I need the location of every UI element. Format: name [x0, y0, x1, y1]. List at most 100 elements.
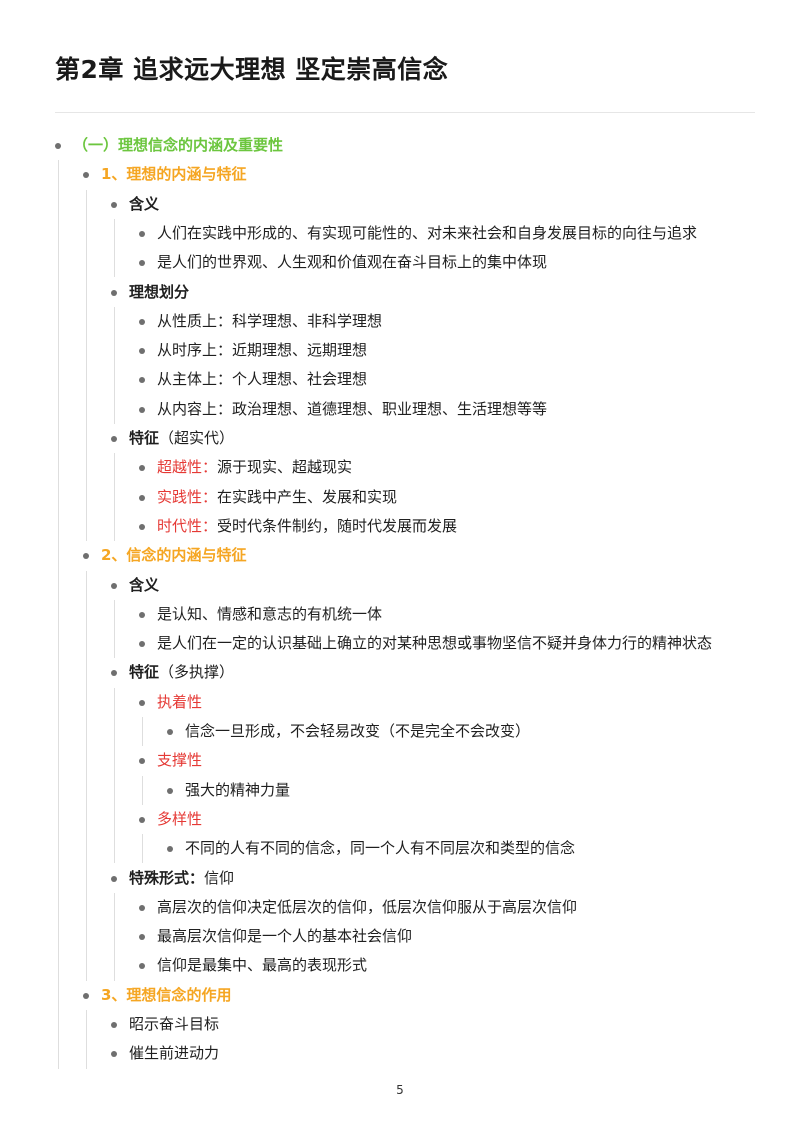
item-text: 2、信念的内涵与特征: [101, 546, 247, 565]
bullet-dot-icon: [139, 406, 145, 413]
item-text: 从时序上：近期理想、远期理想: [157, 341, 368, 360]
tree-guide-line: [113, 599, 115, 659]
item-text: 强大的精神力量: [185, 780, 291, 799]
item-text: 是认知、情感和意志的有机统一体: [157, 604, 383, 623]
outline-item-level-3[interactable]: 含义: [0, 571, 800, 600]
outline-item-level-4[interactable]: 从主体上：个人理想、社会理想: [0, 365, 800, 394]
title-divider: [55, 112, 755, 113]
outline-item-level-4[interactable]: 是人们的世界观、人生观和价值观在奋斗目标上的集中体现: [0, 248, 800, 277]
outline-item-text: 超越性：源于现实、超越现实: [157, 453, 352, 482]
outline-item-text: 1、理想的内涵与特征: [101, 160, 246, 189]
tree-guide-line: [85, 570, 87, 981]
bullet-dot-icon: [111, 289, 117, 296]
highlight-label: 执着性: [157, 692, 203, 711]
bullet-dot-icon: [111, 875, 117, 882]
bullet-dot-icon: [139, 934, 145, 941]
outline-item-level-4[interactable]: 从性质上：科学理想、非科学理想: [0, 307, 800, 336]
outline-item-text: 时代性：受时代条件制约，随时代发展而发展: [157, 512, 457, 541]
item-suffix: （超实代）: [159, 429, 235, 447]
outline-item-level-4[interactable]: 超越性：源于现实、超越现实: [0, 453, 800, 482]
outline-item-level-4[interactable]: 是认知、情感和意志的有机统一体: [0, 600, 800, 629]
item-suffix: 信仰: [204, 868, 235, 887]
outline-item-text: 强大的精神力量: [185, 776, 290, 805]
bullet-dot-icon: [55, 143, 61, 149]
bullet-dot-icon: [139, 260, 145, 267]
bullet-dot-icon: [139, 816, 145, 823]
outline-item-level-3[interactable]: 特殊形式：信仰: [0, 864, 800, 893]
tree-guide-line: [57, 160, 59, 1069]
bullet-dot-icon: [83, 172, 89, 179]
outline-item-level-2[interactable]: 3、理想信念的作用: [0, 981, 800, 1010]
outline-item-text: 昭示奋斗目标: [129, 1010, 219, 1039]
item-text: 最高层次信仰是一个人的基本社会信仰: [157, 927, 413, 946]
outline-item-level-5[interactable]: 强大的精神力量: [0, 776, 800, 805]
outline-item-text: 不同的人有不同的信念，同一个人有不同层次和类型的信念: [185, 834, 575, 863]
outline-item-level-3[interactable]: 理想划分: [0, 278, 800, 307]
outline-item-level-5[interactable]: 信念一旦形成，不会轻易改变（不是完全不会改变）: [0, 717, 800, 746]
bullet-dot-icon: [139, 318, 145, 325]
outline-item-level-5[interactable]: 不同的人有不同的信念，同一个人有不同层次和类型的信念: [0, 834, 800, 863]
tree-guide-line: [113, 306, 115, 424]
outline-item-level-4[interactable]: 从内容上：政治理想、道德理想、职业理想、生活理想等等: [0, 395, 800, 424]
bullet-dot-icon: [111, 670, 117, 677]
bullet-dot-icon: [111, 436, 117, 442]
outline-item-level-4[interactable]: 高层次的信仰决定低层次的信仰，低层次信仰服从于高层次信仰: [0, 893, 800, 922]
item-text: 从内容上：政治理想、道德理想、职业理想、生活理想等等: [157, 399, 548, 418]
outline-item-text: 执着性: [157, 688, 202, 717]
item-text: 不同的人有不同的信念，同一个人有不同层次和类型的信念: [185, 839, 576, 858]
outline-item-level-4[interactable]: 时代性：受时代条件制约，随时代发展而发展: [0, 512, 800, 541]
outline-item-text: 是人们在一定的认识基础上确立的对某种思想或事物坚信不疑并身体力行的精神状态: [157, 629, 712, 658]
item-text: 从性质上：科学理想、非科学理想: [157, 311, 383, 330]
bullet-dot-icon: [139, 348, 145, 355]
bullet-dot-icon: [139, 904, 145, 911]
tree-guide-line: [113, 687, 115, 864]
outline-item-text: 信念一旦形成，不会轻易改变（不是完全不会改变）: [185, 717, 530, 746]
item-text: 含义: [129, 194, 160, 213]
page-title: 第2章 追求远大理想 坚定崇高信念: [55, 55, 449, 84]
item-text: 特征: [129, 663, 160, 682]
outline-item-level-3[interactable]: 特征（多执撑）: [0, 658, 800, 687]
highlight-label: 多样性: [157, 809, 203, 828]
bullet-dot-icon: [139, 465, 145, 472]
outline-item-level-4[interactable]: 支撑性: [0, 746, 800, 775]
bullet-dot-icon: [83, 553, 89, 560]
outline-item-text: 催生前进动力: [129, 1039, 219, 1068]
outline-item-level-4[interactable]: 实践性：在实践中产生、发展和实现: [0, 483, 800, 512]
outline-item-text: 最高层次信仰是一个人的基本社会信仰: [157, 922, 412, 951]
outline-item-level-2[interactable]: 2、信念的内涵与特征: [0, 541, 800, 570]
bullet-dot-icon: [139, 758, 145, 765]
item-text: 含义: [129, 575, 160, 594]
outline-item-level-2[interactable]: 1、理想的内涵与特征: [0, 160, 800, 189]
item-suffix: （多执撑）: [159, 663, 235, 682]
tree-guide-line: [141, 717, 143, 747]
bullet-dot-icon: [83, 992, 89, 999]
outline-item-text: 2、信念的内涵与特征: [101, 541, 246, 570]
outline-item-level-4[interactable]: 信仰是最集中、最高的表现形式: [0, 951, 800, 980]
outline-item-level-4[interactable]: 执着性: [0, 688, 800, 717]
outline-item-level-4[interactable]: 从时序上：近期理想、远期理想: [0, 336, 800, 365]
outline-item-level-1[interactable]: （一）理想信念的内涵及重要性: [0, 131, 800, 160]
highlight-label: 支撑性: [157, 751, 203, 770]
item-text: 受时代条件制约，随时代发展而发展: [217, 516, 458, 535]
outline-item-level-4[interactable]: 人们在实践中形成的、有实现可能性的、对未来社会和自身发展目标的向往与追求: [0, 219, 800, 248]
tree-guide-line: [113, 218, 115, 278]
bullet-dot-icon: [111, 1022, 117, 1028]
outline-item-level-3[interactable]: 特征（超实代）: [0, 424, 800, 453]
outline-item-level-3[interactable]: 催生前进动力: [0, 1039, 800, 1068]
item-text: （一）理想信念的内涵及重要性: [73, 136, 284, 154]
outline-item-text: 从内容上：政治理想、道德理想、职业理想、生活理想等等: [157, 395, 547, 424]
tree-guide-line: [113, 453, 115, 542]
outline-item-level-4[interactable]: 最高层次信仰是一个人的基本社会信仰: [0, 922, 800, 951]
tree-guide-line: [141, 834, 143, 864]
bullet-dot-icon: [139, 641, 145, 648]
outline-item-level-4[interactable]: 是人们在一定的认识基础上确立的对某种思想或事物坚信不疑并身体力行的精神状态: [0, 629, 800, 658]
outline-item-level-4[interactable]: 多样性: [0, 805, 800, 834]
outline-item-level-3[interactable]: 含义: [0, 190, 800, 219]
highlight-label: 超越性：: [157, 458, 218, 477]
outline-item-text: 实践性：在实践中产生、发展和实现: [157, 483, 397, 512]
outline-item-text: 特殊形式：信仰: [129, 864, 234, 893]
outline-item-text: 理想划分: [129, 278, 189, 307]
item-text: 高层次的信仰决定低层次的信仰，低层次信仰服从于高层次信仰: [157, 897, 578, 916]
bullet-dot-icon: [139, 699, 145, 706]
outline-item-level-3[interactable]: 昭示奋斗目标: [0, 1010, 800, 1039]
